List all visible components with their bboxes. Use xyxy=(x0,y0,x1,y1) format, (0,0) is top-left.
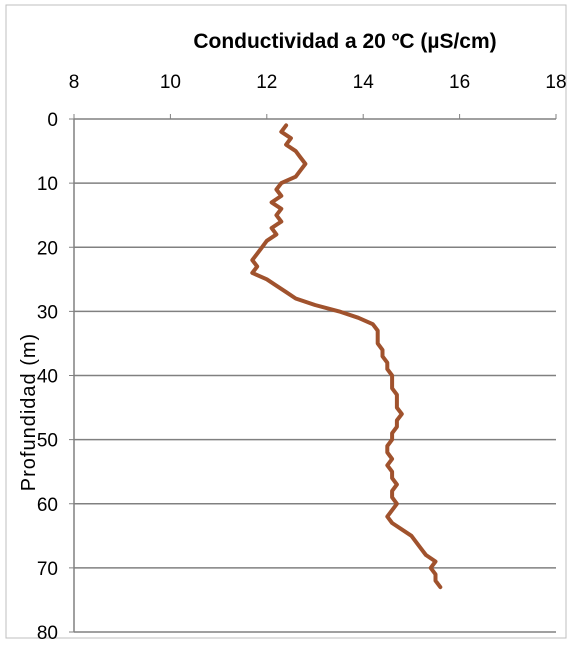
y-tick-label: 30 xyxy=(37,302,58,323)
y-tick-label: 70 xyxy=(37,559,58,580)
conductivity-series-line xyxy=(250,123,443,590)
y-tick-label: 50 xyxy=(37,431,58,452)
y-tick-label: 80 xyxy=(37,623,58,644)
axes xyxy=(69,114,557,633)
chart-border xyxy=(5,4,567,639)
x-tick-label: 12 xyxy=(256,72,277,93)
series-group xyxy=(250,123,443,590)
y-tick-label: 40 xyxy=(37,367,58,388)
y-tick-label: 60 xyxy=(37,495,58,516)
y-axis-label: Profundidad (m) xyxy=(18,333,40,491)
x-tick-label: 10 xyxy=(160,72,181,93)
gridlines xyxy=(74,182,556,633)
y-tick-label: 0 xyxy=(47,110,58,131)
x-tick-label: 18 xyxy=(545,72,566,93)
x-tick-label: 16 xyxy=(449,72,470,93)
x-tick-label: 8 xyxy=(69,72,80,93)
y-tick-label: 20 xyxy=(37,238,58,259)
x-tick-label: 14 xyxy=(353,72,375,93)
y-tick-label: 10 xyxy=(37,174,58,195)
y-tick-labels: 0 10 20 30 40 50 60 70 80 xyxy=(37,110,58,644)
chart-title: Conductividad a 20 ºC (µS/cm) xyxy=(193,30,496,53)
x-tick-labels: 8 10 12 14 16 18 xyxy=(69,72,567,93)
